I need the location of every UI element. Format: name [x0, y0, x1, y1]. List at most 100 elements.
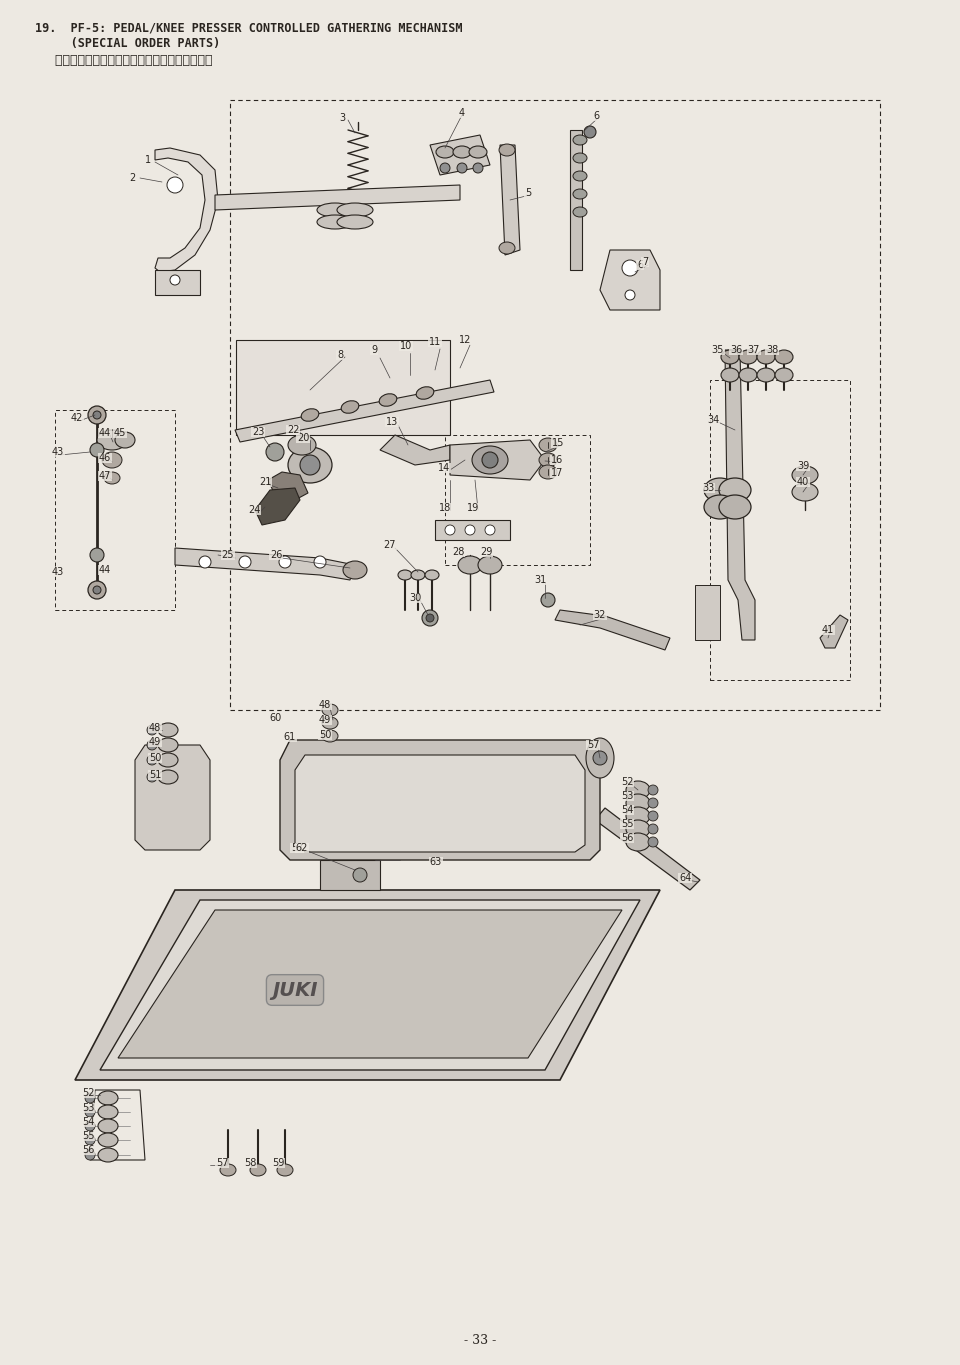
Bar — [230, 100, 880, 710]
Text: JUKI: JUKI — [273, 980, 318, 999]
Text: 56: 56 — [82, 1145, 94, 1155]
Text: 59: 59 — [272, 1158, 284, 1168]
Ellipse shape — [757, 349, 775, 364]
Text: 51: 51 — [149, 770, 161, 779]
Text: 29: 29 — [480, 547, 492, 557]
Text: 50: 50 — [149, 753, 161, 763]
Ellipse shape — [422, 610, 438, 627]
Ellipse shape — [473, 162, 483, 173]
Ellipse shape — [85, 1093, 95, 1103]
Ellipse shape — [158, 770, 178, 784]
Text: 1: 1 — [145, 156, 151, 165]
Polygon shape — [155, 147, 218, 272]
Polygon shape — [695, 586, 720, 640]
Ellipse shape — [453, 146, 471, 158]
Ellipse shape — [775, 369, 793, 382]
Ellipse shape — [625, 289, 635, 300]
Text: 45: 45 — [114, 429, 126, 438]
Text: 12: 12 — [459, 334, 471, 345]
Ellipse shape — [90, 547, 104, 562]
Text: 32: 32 — [594, 610, 606, 620]
Ellipse shape — [353, 868, 367, 882]
Ellipse shape — [98, 1119, 118, 1133]
Text: 27: 27 — [384, 541, 396, 550]
Ellipse shape — [573, 188, 587, 199]
Ellipse shape — [277, 1164, 293, 1177]
Text: 47: 47 — [99, 471, 111, 480]
Ellipse shape — [239, 556, 251, 568]
Polygon shape — [820, 616, 848, 648]
Ellipse shape — [719, 495, 751, 519]
Ellipse shape — [445, 526, 455, 535]
Text: 30: 30 — [409, 592, 421, 603]
Polygon shape — [268, 472, 308, 500]
Ellipse shape — [573, 135, 587, 145]
Ellipse shape — [626, 794, 650, 812]
Text: 41: 41 — [822, 625, 834, 635]
Polygon shape — [236, 340, 450, 435]
Ellipse shape — [465, 526, 475, 535]
Ellipse shape — [288, 446, 332, 483]
Text: 31: 31 — [534, 575, 546, 586]
Polygon shape — [235, 379, 494, 442]
Ellipse shape — [85, 1121, 95, 1132]
Ellipse shape — [721, 369, 739, 382]
Text: 3: 3 — [339, 113, 345, 123]
Ellipse shape — [573, 207, 587, 217]
Ellipse shape — [85, 1136, 95, 1145]
Ellipse shape — [250, 1164, 266, 1177]
Text: 13: 13 — [386, 416, 398, 427]
Ellipse shape — [279, 556, 291, 568]
Text: 62: 62 — [296, 844, 308, 853]
Ellipse shape — [322, 704, 338, 717]
Text: 19.  PF-5: PEDAL/KNEE PRESSER CONTROLLED GATHERING MECHANISM: 19. PF-5: PEDAL/KNEE PRESSER CONTROLLED … — [35, 22, 463, 34]
Text: 55: 55 — [621, 819, 634, 829]
Text: 63: 63 — [430, 857, 443, 867]
Polygon shape — [155, 270, 200, 295]
Polygon shape — [450, 440, 545, 480]
Text: 9: 9 — [371, 345, 377, 355]
Ellipse shape — [147, 773, 157, 782]
Text: 8: 8 — [337, 349, 343, 360]
Ellipse shape — [337, 203, 373, 217]
Ellipse shape — [170, 274, 180, 285]
Ellipse shape — [482, 452, 498, 468]
Bar — [710, 379, 850, 680]
Text: 2: 2 — [129, 173, 135, 183]
Ellipse shape — [93, 411, 101, 419]
Ellipse shape — [573, 153, 587, 162]
Text: 57: 57 — [216, 1158, 228, 1168]
Polygon shape — [435, 520, 510, 541]
Ellipse shape — [90, 444, 104, 457]
Text: 10: 10 — [400, 341, 412, 351]
Ellipse shape — [317, 203, 353, 217]
Text: 15: 15 — [552, 438, 564, 448]
Text: 64: 64 — [679, 874, 691, 883]
Ellipse shape — [147, 755, 157, 764]
Text: 25: 25 — [222, 550, 234, 560]
Ellipse shape — [539, 465, 557, 479]
Text: 4: 4 — [459, 108, 465, 117]
Text: 14: 14 — [438, 463, 450, 474]
Bar — [55, 410, 175, 610]
Text: 43: 43 — [52, 566, 64, 577]
Text: 58: 58 — [244, 1158, 256, 1168]
Ellipse shape — [98, 1148, 118, 1162]
Ellipse shape — [436, 146, 454, 158]
Ellipse shape — [88, 405, 106, 425]
Ellipse shape — [266, 444, 284, 461]
Ellipse shape — [98, 1106, 118, 1119]
Ellipse shape — [739, 349, 757, 364]
Polygon shape — [570, 130, 582, 270]
Text: 28: 28 — [452, 547, 465, 557]
Polygon shape — [430, 135, 490, 175]
Ellipse shape — [199, 556, 211, 568]
Polygon shape — [320, 860, 380, 890]
Ellipse shape — [322, 730, 338, 743]
Text: 44: 44 — [99, 429, 111, 438]
Ellipse shape — [98, 1091, 118, 1106]
Ellipse shape — [458, 556, 482, 575]
Ellipse shape — [147, 725, 157, 734]
Polygon shape — [295, 755, 585, 852]
Ellipse shape — [541, 592, 555, 607]
